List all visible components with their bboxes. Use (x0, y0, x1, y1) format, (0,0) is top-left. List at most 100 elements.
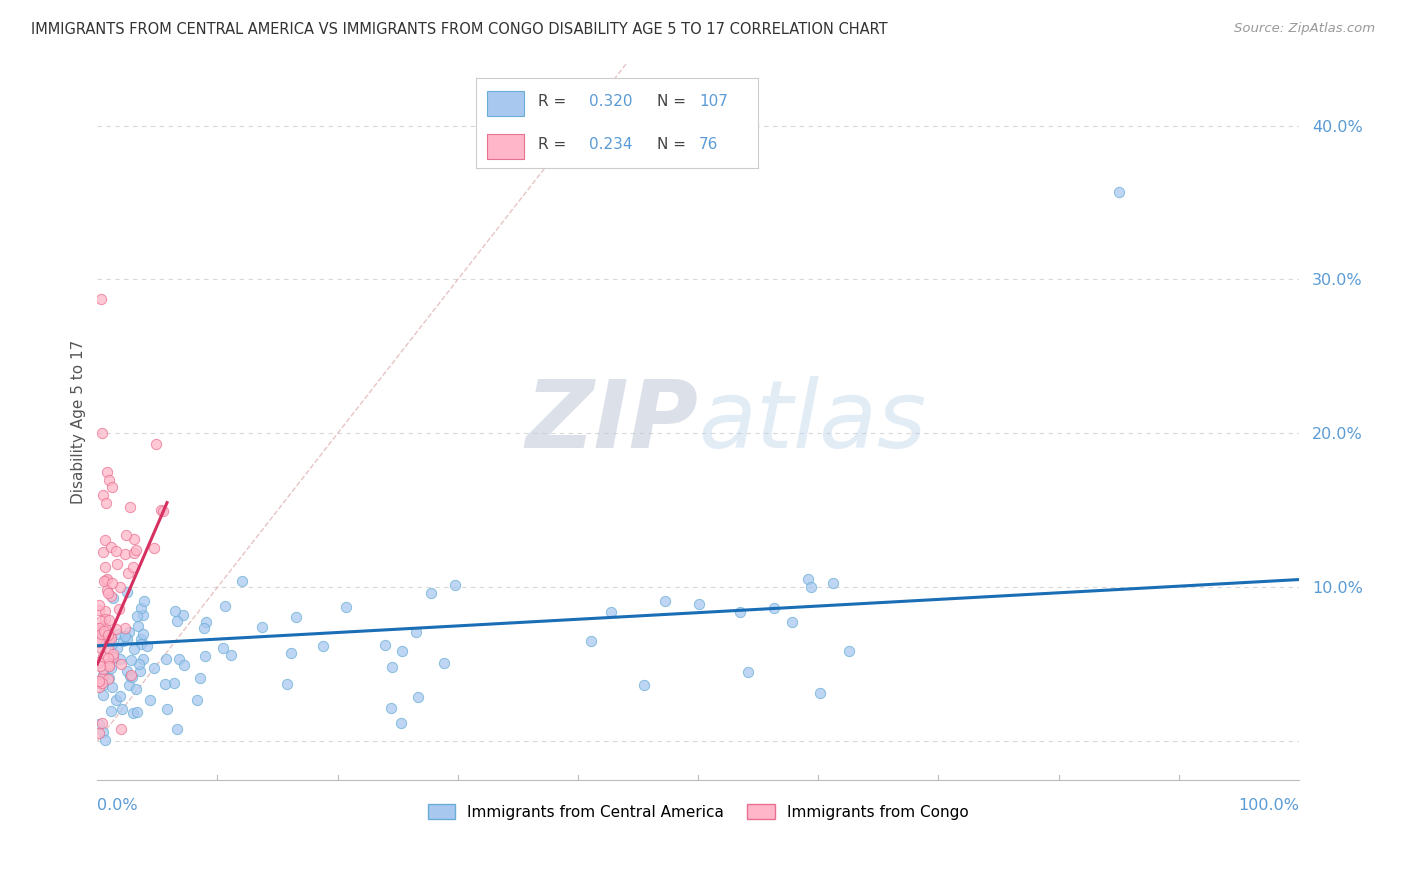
Point (91, 663, 114, 677)
Point (122, 559, 145, 574)
Point (420, 585, 443, 599)
Point (91, 689, 114, 703)
Point (100, 629, 122, 643)
Point (100, 704, 122, 718)
Point (193, 621, 215, 635)
Point (211, 641, 233, 656)
Point (98, 671, 121, 685)
Point (155, 652, 177, 666)
Text: atlas: atlas (699, 376, 927, 467)
Point (89, 598, 111, 612)
Legend: Immigrants from Central America, Immigrants from Congo: Immigrants from Central America, Immigra… (422, 797, 974, 826)
Point (122, 642, 145, 657)
Point (280, 646, 302, 660)
Point (155, 702, 177, 716)
Text: 0.0%: 0.0% (97, 798, 138, 814)
Point (110, 657, 132, 671)
Point (173, 658, 195, 673)
Point (100, 661, 122, 675)
Point (87, 717, 110, 731)
Point (105, 640, 128, 655)
Point (100, 589, 122, 603)
Point (111, 633, 134, 648)
Point (90, 614, 112, 628)
Point (132, 626, 155, 640)
Point (837, 643, 859, 657)
Point (730, 605, 752, 619)
Point (808, 686, 831, 700)
Point (122, 546, 145, 560)
Point (380, 701, 402, 715)
Point (114, 621, 136, 635)
Point (163, 676, 186, 690)
Point (100, 631, 122, 645)
Point (93, 612, 115, 626)
Text: ZIP: ZIP (526, 376, 699, 467)
Point (276, 677, 298, 691)
Point (120, 668, 142, 682)
Point (90, 293, 112, 307)
Point (231, 574, 253, 589)
Point (374, 638, 396, 652)
Text: Source: ZipAtlas.com: Source: ZipAtlas.com (1234, 22, 1375, 36)
Point (579, 633, 602, 648)
Point (125, 609, 148, 624)
Point (633, 678, 655, 692)
Point (89, 633, 111, 648)
Point (87, 603, 110, 617)
Point (104, 544, 127, 558)
Point (444, 578, 467, 592)
Point (103, 648, 125, 662)
Point (91, 676, 114, 690)
Point (103, 591, 125, 605)
Point (108, 689, 131, 703)
Point (139, 692, 162, 706)
Point (153, 677, 176, 691)
Point (125, 542, 148, 557)
Point (97, 586, 120, 600)
Point (90, 626, 112, 640)
Point (780, 615, 803, 629)
Point (87, 655, 110, 669)
Point (87, 621, 110, 635)
Point (100, 480, 122, 494)
Point (110, 580, 132, 594)
Point (110, 722, 132, 736)
Y-axis label: Disability Age 5 to 17: Disability Age 5 to 17 (72, 340, 86, 504)
Point (432, 656, 454, 670)
Point (136, 639, 159, 653)
Point (122, 706, 145, 720)
Point (335, 599, 357, 614)
Point (166, 722, 188, 736)
Point (93, 574, 115, 588)
Point (89, 634, 111, 648)
Point (97, 627, 120, 641)
Point (97, 640, 120, 655)
Point (167, 652, 190, 666)
Point (93, 621, 115, 635)
Point (91, 678, 114, 692)
Point (125, 705, 148, 719)
Point (91, 545, 114, 559)
Point (108, 651, 131, 665)
Point (186, 692, 208, 706)
Point (150, 503, 173, 517)
Point (654, 594, 676, 608)
Point (122, 532, 145, 546)
Point (94, 574, 117, 588)
Point (96, 582, 118, 597)
Point (93, 732, 115, 747)
Point (94, 533, 117, 547)
Point (821, 576, 844, 591)
Point (762, 600, 785, 615)
Point (96, 572, 118, 586)
Point (120, 653, 142, 667)
Point (381, 660, 404, 674)
Point (89, 659, 111, 673)
Point (131, 652, 153, 666)
Point (90, 624, 112, 638)
Point (87, 681, 110, 695)
Point (118, 678, 141, 692)
Point (111, 702, 134, 716)
Point (285, 609, 308, 624)
